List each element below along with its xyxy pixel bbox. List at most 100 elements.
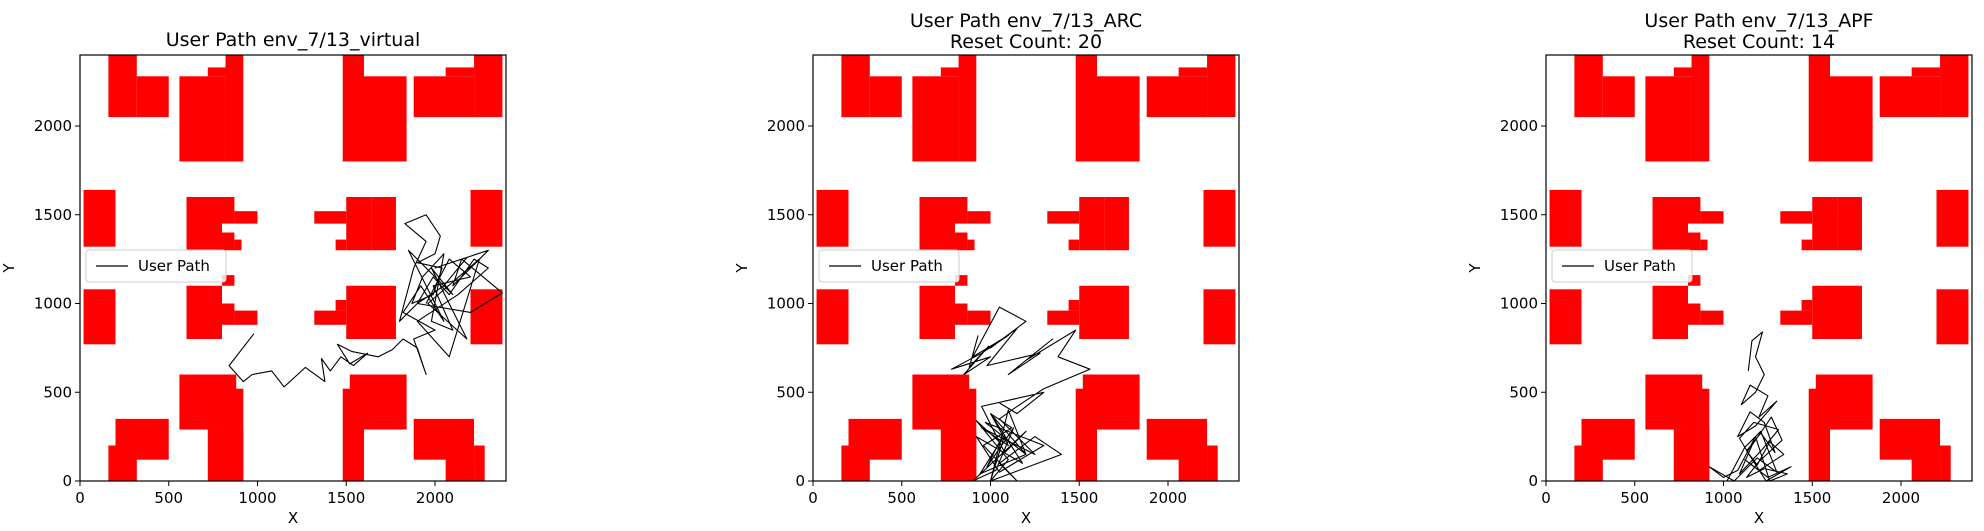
- obstacle: [1207, 445, 1218, 481]
- y-tick-label: 0: [795, 472, 805, 490]
- obstacle: [225, 388, 244, 481]
- series-user-path: [950, 306, 1091, 481]
- obstacle: [234, 239, 242, 251]
- obstacle: [470, 289, 503, 345]
- y-tick-label: 500: [776, 383, 805, 401]
- obstacle: [940, 67, 970, 77]
- obstacle: [1700, 211, 1724, 224]
- x-tick-label: 1500: [327, 489, 365, 507]
- legend: User Path: [1551, 249, 1693, 283]
- x-axis-label: X: [1754, 509, 1764, 527]
- obstacle: [1203, 289, 1236, 345]
- obstacle: [848, 418, 902, 460]
- obstacle: [955, 232, 968, 251]
- obstacle: [186, 285, 222, 339]
- plot-frame: [1545, 54, 1973, 482]
- obstacle: [967, 310, 991, 325]
- obstacle: [314, 310, 347, 325]
- obstacle: [1047, 310, 1080, 325]
- y-tick-label: 500: [1509, 383, 1538, 401]
- x-tick-label: 0: [1541, 489, 1551, 507]
- obstacle: [919, 197, 955, 251]
- series-user-path: [228, 214, 503, 388]
- plot-frame: [812, 54, 1240, 482]
- obstacle: [136, 76, 169, 118]
- obstacle: [1688, 303, 1701, 325]
- obstacle: [1146, 76, 1208, 118]
- legend-box: [85, 249, 227, 283]
- obstacle: [967, 211, 991, 224]
- chart-panel-3: 0 500 1000 1500 2000 0 500 1000 1500 2000 X Y User P…: [1466, 10, 1973, 527]
- chart-subtitle: Reset Count: 20: [950, 31, 1102, 53]
- obstacle: [1082, 374, 1140, 430]
- obstacle: [1830, 76, 1873, 162]
- legend-box: [818, 249, 960, 283]
- obstacle: [1812, 285, 1862, 339]
- obstacle: [179, 76, 226, 162]
- obstacle: [816, 189, 849, 247]
- obstacle: [1079, 285, 1129, 339]
- x-tick-label: 2000: [416, 489, 454, 507]
- obstacle: [1581, 418, 1635, 460]
- obstacle: [1079, 197, 1105, 251]
- obstacle: [1097, 76, 1140, 162]
- legend-label: User Path: [871, 257, 943, 275]
- obstacle: [816, 289, 849, 345]
- obstacle: [413, 76, 475, 118]
- series-user-path: [1708, 331, 1792, 481]
- obstacle: [958, 55, 977, 162]
- obstacle: [314, 211, 347, 224]
- obstacle: [1688, 232, 1701, 251]
- obstacle: [1574, 55, 1603, 118]
- obstacle: [1911, 67, 1941, 77]
- obstacle: [474, 445, 485, 481]
- obstacle: [1688, 197, 1701, 224]
- obstacle: [1549, 189, 1582, 247]
- obstacle: [1203, 189, 1236, 247]
- obstacle: [222, 232, 235, 251]
- obstacle: [115, 418, 169, 460]
- obstacle: [912, 76, 959, 162]
- obstacle: [335, 299, 347, 311]
- obstacle: [1673, 67, 1703, 77]
- x-tick-label: 0: [808, 489, 818, 507]
- obstacle: [342, 55, 364, 162]
- obstacle: [335, 239, 347, 251]
- obstacle: [1780, 211, 1813, 224]
- obstacle: [955, 275, 968, 286]
- x-tick-label: 500: [1620, 489, 1649, 507]
- x-tick-label: 0: [75, 489, 85, 507]
- y-tick-label: 1000: [767, 295, 805, 313]
- y-tick-label: 1000: [34, 295, 72, 313]
- x-tick-label: 500: [887, 489, 916, 507]
- x-tick-label: 500: [154, 489, 183, 507]
- x-axis-label: X: [1021, 509, 1031, 527]
- obstacle: [1837, 197, 1862, 251]
- x-tick-label: 1500: [1793, 489, 1831, 507]
- obstacle: [955, 303, 968, 325]
- obstacle: [1911, 445, 1941, 481]
- y-axis-label: Y: [0, 263, 18, 274]
- x-tick-label: 1500: [1060, 489, 1098, 507]
- obstacle: [919, 285, 955, 339]
- plot-frame: [79, 54, 507, 482]
- chart-subtitle: Reset Count: 14: [1683, 31, 1835, 53]
- obstacle: [955, 197, 968, 224]
- obstacle: [1700, 310, 1724, 325]
- obstacle: [1700, 239, 1708, 251]
- obstacle: [207, 67, 237, 77]
- obstacles: [816, 55, 1236, 481]
- obstacle: [346, 197, 372, 251]
- obstacle: [1801, 239, 1813, 251]
- obstacle: [1068, 239, 1080, 251]
- obstacle: [346, 285, 396, 339]
- obstacle: [445, 67, 475, 77]
- obstacle: [1780, 310, 1813, 325]
- obstacle: [222, 197, 235, 224]
- obstacles: [83, 55, 503, 481]
- obstacle: [186, 197, 222, 251]
- chart-title: User Path env_7/13_virtual: [166, 29, 421, 51]
- obstacle: [1936, 189, 1969, 247]
- y-tick-label: 1000: [1500, 295, 1538, 313]
- obstacle: [1879, 76, 1941, 118]
